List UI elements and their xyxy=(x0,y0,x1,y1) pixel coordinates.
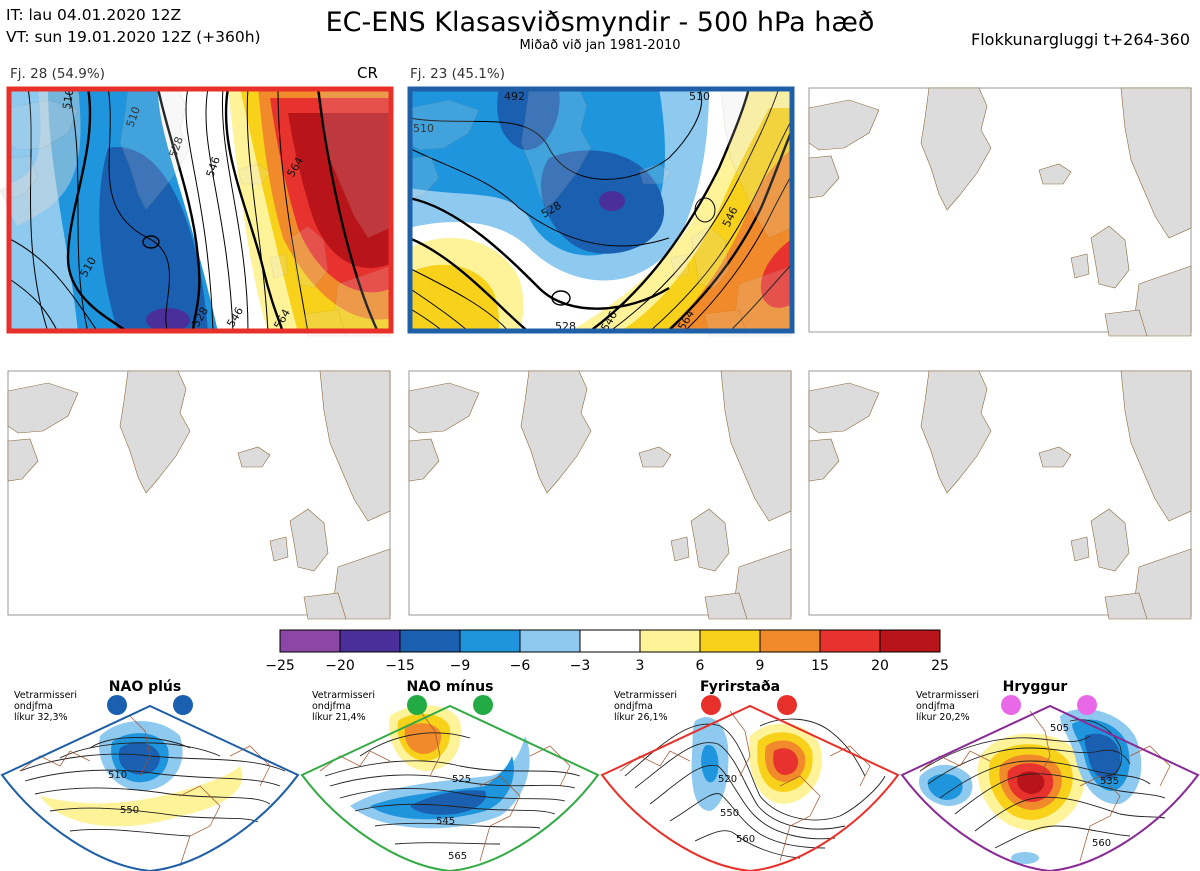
regime-title: NAO plús xyxy=(109,679,181,695)
colorbar-tick-label: −20 xyxy=(325,658,355,674)
regime-contour-label: 565 xyxy=(448,851,467,862)
valid-time: VT: sun 19.01.2020 12Z (+360h) xyxy=(6,28,261,46)
empty-panel-5 xyxy=(408,370,792,620)
regime-note-line: ondjfma xyxy=(916,701,955,712)
empty-panel-6 xyxy=(808,370,1192,620)
colorbar-box xyxy=(579,629,641,653)
regime-dot xyxy=(1001,695,1021,715)
regime-dot xyxy=(473,695,493,715)
regime-contour-label: 560 xyxy=(1092,838,1111,849)
colorbar-box xyxy=(819,629,881,653)
cluster-1-label: Fj. 28 (54.9%) xyxy=(10,66,105,82)
colorbar-box xyxy=(519,629,581,653)
regime-note-line: Vetrarmisseri xyxy=(312,690,375,701)
regime-dot xyxy=(407,695,427,715)
regime-contour-label: 550 xyxy=(120,805,139,816)
colorbar-tick-label: 15 xyxy=(811,658,829,674)
regime-note-line: Vetrarmisseri xyxy=(14,690,77,701)
contour-label: 510 xyxy=(689,90,710,103)
colorbar-box xyxy=(879,629,941,653)
regime-title: Hryggur xyxy=(1003,679,1068,695)
clustering-window: Flokkunargluggi t+264-360 xyxy=(971,30,1190,49)
colorbar-tick-label: −6 xyxy=(510,658,531,674)
regime-contour-label: 505 xyxy=(1050,723,1069,734)
colorbar-box xyxy=(399,629,461,653)
regime-dot xyxy=(1077,695,1097,715)
cluster-1-frame xyxy=(6,86,394,334)
regime-nao-minus: 525 545 565 NAO mínus Vetrarmisseri ondj… xyxy=(300,679,600,871)
contour-label: 492 xyxy=(504,90,525,103)
regime-contour-label: 520 xyxy=(718,774,737,785)
regime-note-line: ondjfma xyxy=(312,701,351,712)
regime-note-line: líkur 26,1% xyxy=(614,712,668,723)
colorbar-box xyxy=(279,629,341,653)
regime-nao-plus: 510 550 NAO plús Vetrarmisseri ondjfma l… xyxy=(0,679,300,871)
regime-note-line: Vetrarmisseri xyxy=(614,690,677,701)
regime-contour-label: 560 xyxy=(736,834,755,845)
forecast-times: IT: lau 04.01.2020 12Z VT: sun 19.01.202… xyxy=(6,4,261,48)
contour-label: 510 xyxy=(60,88,76,111)
cluster-2-map: 492 510 510 528 546 564 528 546 xyxy=(408,87,795,337)
climatology-reference: Miðað við jan 1981-2010 xyxy=(519,38,681,53)
colorbar-tick-label: 20 xyxy=(871,658,889,674)
regime-note-line: líkur 21,4% xyxy=(312,712,366,723)
regime-title: NAO mínus xyxy=(407,679,494,695)
regime-contour-label: 525 xyxy=(452,774,471,785)
regime-contour-label: 510 xyxy=(108,770,127,781)
colorbar-tick-label: −3 xyxy=(570,658,591,674)
anomaly-colorbar: −25 −20 −15 −9 −6 −3 3 6 9 15 20 25 xyxy=(265,629,949,674)
regime-dot xyxy=(173,695,193,715)
regime-note-line: ondjfma xyxy=(14,701,53,712)
empty-panel-3 xyxy=(808,87,1192,337)
regime-note-line: Vetrarmisseri xyxy=(916,690,979,701)
colorbar-box xyxy=(699,629,761,653)
empty-panel-4 xyxy=(7,370,391,620)
colorbar-tick-label: 3 xyxy=(636,658,645,674)
initial-time: IT: lau 04.01.2020 12Z xyxy=(6,6,182,24)
cluster-map-grid: 510 510 528 546 564 510 528 546 564 xyxy=(0,85,1192,620)
colorbar-box xyxy=(459,629,521,653)
colorbar-tick-label: 25 xyxy=(931,658,949,674)
regime-dot xyxy=(107,695,127,715)
page-title: EC-ENS Klasasviðsmyndir - 500 hPa hæð xyxy=(325,7,875,38)
colorbar-box xyxy=(639,629,701,653)
colorbar-tick-label: −25 xyxy=(265,658,295,674)
regime-ridge: 505 535 560 Hryggur Vetrarmisseri ondjfm… xyxy=(900,679,1200,871)
regime-note-line: líkur 32,3% xyxy=(14,712,68,723)
colorbar-boxes xyxy=(279,629,941,653)
colorbar-box xyxy=(339,629,401,653)
colorbar-tick-label: −15 xyxy=(385,658,415,674)
weather-regimes: 510 550 NAO plús Vetrarmisseri ondjfma l… xyxy=(0,679,1200,871)
cluster-1-tag: CR xyxy=(357,64,378,82)
regime-contour-label: 550 xyxy=(720,808,739,819)
cluster-1-map: 510 510 528 546 564 510 528 546 564 xyxy=(0,85,392,337)
regime-note-line: ondjfma xyxy=(614,701,653,712)
regime-dot xyxy=(777,695,797,715)
colorbar-ticks: −25 −20 −15 −9 −6 −3 3 6 9 15 20 25 xyxy=(265,658,949,674)
regime-contour-label: 545 xyxy=(436,816,455,827)
colorbar-tick-label: 9 xyxy=(756,658,765,674)
regime-dot xyxy=(701,695,721,715)
regime-contour-label: 535 xyxy=(1100,776,1119,787)
colorbar-box xyxy=(759,629,821,653)
regime-note-line: líkur 20,2% xyxy=(916,712,970,723)
cluster-2-frame xyxy=(407,86,795,334)
colorbar-tick-label: −9 xyxy=(450,658,471,674)
colorbar-tick-label: 6 xyxy=(696,658,705,674)
regime-title: Fyrirstaða xyxy=(700,679,780,695)
cluster-2-label: Fj. 23 (45.1%) xyxy=(410,66,505,82)
regime-blocking: 520 550 560 Fyrirstaða Vetrarmisseri ond… xyxy=(600,679,900,871)
